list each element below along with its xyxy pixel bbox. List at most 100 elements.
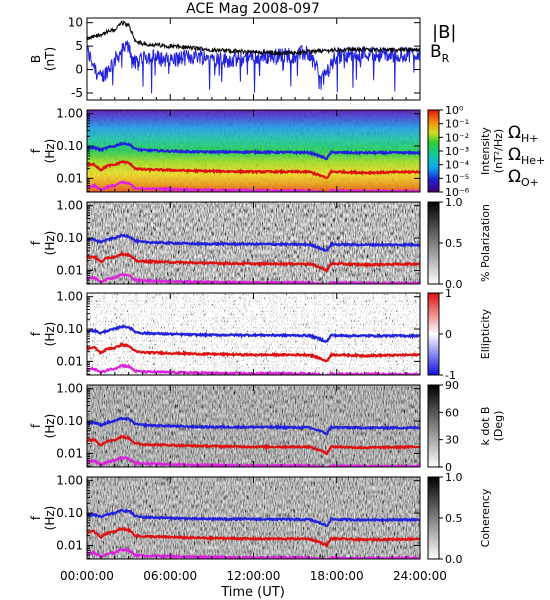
- x-tick-label: 12:00:00: [227, 569, 281, 583]
- series-omega-h: [87, 323, 420, 343]
- series-omega-h: [87, 141, 420, 161]
- b-series-group: [87, 19, 420, 94]
- b-ylabel-line2: (nT): [43, 47, 57, 71]
- colorbar-tick-label: 10⁻³: [445, 145, 469, 158]
- polarization-ylabel-line1: f: [29, 240, 43, 245]
- f-y-tick-label: 0.10: [56, 139, 83, 153]
- kdotb-colorbar-ticks: 90 60 30 0: [439, 379, 459, 474]
- ellipticity-ylabel-line1: f: [29, 331, 43, 336]
- legend-omega-sub: H+: [521, 132, 539, 145]
- b-y-ticks: 10 5 0 -5: [68, 16, 420, 100]
- series-omega-he: [87, 342, 420, 363]
- intensity-y-ticks: 1.00 0.10 0.01: [56, 107, 420, 192]
- colorbar-tick-label: 0.0: [445, 278, 463, 291]
- f-y-tick-label: 0.10: [56, 506, 83, 520]
- chart-title: ACE Mag 2008-097: [186, 1, 320, 17]
- b-y-tick-label: 5: [75, 39, 83, 53]
- b-y-tick-label: -5: [71, 86, 83, 100]
- polarization-image: [87, 202, 420, 284]
- legend-omega-symbol: Ω: [508, 123, 521, 143]
- series-omega-he: [87, 526, 420, 548]
- colorbar-tick-label: 0.5: [445, 237, 463, 250]
- colorbar-tick-label: 0: [445, 461, 452, 474]
- coherency-colorbar: [427, 476, 440, 560]
- colorbar-tick-label: 60: [445, 406, 459, 419]
- colorbar-tick-label: 30: [445, 434, 459, 447]
- colorbar-tick-label: 0.0: [445, 553, 463, 566]
- b-y-tick-label: 0: [75, 63, 83, 77]
- coherency-ylabel-line1: f: [29, 515, 43, 520]
- x-tick-label: 00:00:00: [60, 569, 114, 583]
- b-ylabel-line1: B: [29, 55, 43, 63]
- gyrofrequency-legend: ΩH+ΩHe+ΩO+: [508, 123, 545, 189]
- colorbar-tick-label: 10⁻⁶: [445, 186, 470, 199]
- legend-omega-sub: O+: [521, 176, 539, 189]
- colorbar-tick-label: -1: [445, 369, 456, 382]
- f-y-tick-label: 0.01: [56, 171, 83, 185]
- legend-b-total: |B|: [432, 22, 456, 43]
- polarization-colorbar-label: % Polarization: [479, 204, 492, 282]
- x-tick-label: 24:00:00: [393, 569, 447, 583]
- intensity-ylabel-line1: f: [29, 148, 43, 153]
- polarization-ylabel-line2: (Hz): [43, 231, 57, 256]
- coherency-y-ticks: 1.00 0.10 0.01: [56, 474, 420, 559]
- coherency-ylabel-line2: (Hz): [43, 506, 57, 531]
- kdotb-colorbar: [427, 384, 440, 468]
- b-y-tick-label: 10: [68, 16, 83, 30]
- f-y-tick-label: 0.01: [56, 354, 83, 368]
- colorbar-tick-label: 0: [445, 328, 452, 341]
- colorbar-tick-label: 1.0: [445, 196, 463, 209]
- polarization-y-ticks: 1.00 0.10 0.01: [56, 199, 420, 284]
- series-omega-h: [87, 508, 420, 527]
- intensity-ylabel-line2: (Hz): [43, 139, 57, 164]
- polarization-colorbar: [427, 201, 440, 285]
- kdotb-colorbar-label1: k dot B: [479, 407, 492, 446]
- legend-omega-symbol: Ω: [508, 145, 521, 165]
- colorbar-tick-label: 0.5: [445, 512, 463, 525]
- legend-b-radial-main: B: [430, 42, 442, 62]
- x-tick-label: 18:00:00: [310, 569, 364, 583]
- colorbar-tick-label: 1.0: [445, 471, 463, 484]
- x-axis-label: Time (UT): [220, 585, 285, 600]
- colorbar-tick-label: 10⁰: [445, 104, 464, 117]
- legend-b-radial-sub: R: [442, 52, 450, 65]
- kdotb-colorbar-label2: (Deg): [492, 411, 505, 442]
- ellipticity-ylabel-line2: (Hz): [43, 322, 57, 347]
- ellipticity-colorbar-label: Ellipticity: [479, 308, 492, 359]
- kdotb-y-ticks: 1.00 0.10 0.01: [56, 382, 420, 467]
- polarization-panel: 1.00 0.10 0.01 f (Hz) 1.0 0.5 0.0 % Polariza…: [29, 196, 492, 291]
- f-y-tick-label: 1.00: [56, 382, 83, 396]
- colorbar-tick-label: 10⁻⁵: [445, 172, 469, 185]
- intensity-colorbar: [427, 109, 440, 193]
- intensity-colorbar-label2: (nT²/Hz): [492, 129, 505, 173]
- intensity-colorbar-label1: Intensity: [479, 127, 492, 175]
- polarization-colorbar-ticks: 1.0 0.5 0.0: [439, 196, 463, 291]
- ellipticity-colorbar: [427, 292, 440, 376]
- legend-omega-h: ΩH+: [508, 123, 539, 145]
- f-y-tick-label: 1.00: [56, 199, 83, 213]
- f-y-tick-label: 0.01: [56, 263, 83, 277]
- legend-b-radial: BR: [430, 42, 450, 65]
- colorbar-tick-label: 1: [445, 287, 452, 300]
- series-omega-h: [87, 233, 420, 253]
- series-omega-he: [87, 159, 420, 180]
- f-y-tick-label: 0.10: [56, 414, 83, 428]
- f-y-tick-label: 0.10: [56, 231, 83, 245]
- legend-omega-sub: He+: [521, 154, 545, 167]
- ellipticity-panel: 1.00 0.10 0.01 f (Hz) 1 0 -1 Ellipticity: [29, 287, 492, 382]
- legend-omega-symbol: Ω: [508, 167, 521, 187]
- series-omega-he: [87, 250, 420, 274]
- ellipticity-colorbar-ticks: 1 0 -1: [439, 287, 456, 382]
- colorbar-tick-label: 10⁻¹: [445, 118, 469, 131]
- coherency-colorbar-label: Coherency: [479, 488, 492, 547]
- series-b-total: [87, 19, 420, 57]
- legend-omega-o: ΩO+: [508, 167, 539, 189]
- f-y-tick-label: 1.00: [56, 107, 83, 121]
- coherency-panel: 1.00 0.10 0.01 f (Hz) 1.0 0.5 0.0 Coherency: [29, 471, 492, 566]
- f-y-tick-label: 0.01: [56, 538, 83, 552]
- f-y-tick-label: 0.10: [56, 322, 83, 336]
- kdotb-ylabel-line1: f: [29, 423, 43, 428]
